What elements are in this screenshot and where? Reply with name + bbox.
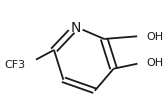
Text: CF3: CF3 — [5, 60, 26, 70]
Text: OH: OH — [146, 58, 164, 68]
Text: N: N — [71, 21, 81, 34]
Text: OH: OH — [146, 31, 164, 41]
